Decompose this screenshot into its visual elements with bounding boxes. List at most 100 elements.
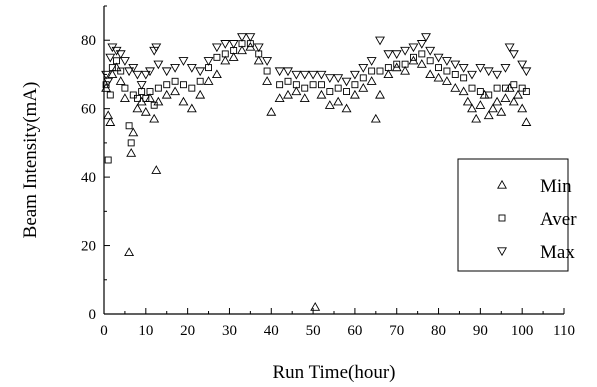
aver-point: [393, 60, 401, 68]
legend-box: [457, 158, 569, 272]
min-point: [517, 103, 528, 113]
aver-point: [351, 81, 359, 89]
max-point: [492, 70, 503, 80]
min-point: [186, 103, 197, 113]
max-point: [186, 63, 197, 73]
aver-point: [359, 74, 367, 82]
min-point: [500, 93, 511, 103]
x-tick-label: 50: [306, 323, 321, 339]
max-point: [195, 67, 206, 77]
aver-point: [284, 77, 292, 85]
min-point: [471, 113, 482, 123]
aver-point: [510, 81, 518, 89]
min-point: [458, 86, 469, 96]
legend: Min Aver Max: [457, 158, 577, 272]
min-point: [341, 103, 352, 113]
min-point: [195, 89, 206, 99]
max-point: [283, 67, 293, 77]
aver-point: [468, 84, 476, 92]
max-point: [220, 40, 231, 49]
aver-point: [154, 84, 162, 92]
x-tick-label: 100: [511, 323, 534, 339]
aver-point: [142, 94, 150, 102]
min-point: [483, 110, 494, 120]
aver-point: [376, 67, 384, 75]
min-point: [441, 76, 452, 85]
aver-point: [213, 53, 221, 61]
min-point: [220, 55, 231, 65]
max-point: [291, 70, 302, 80]
max-point: [375, 36, 385, 46]
max-point: [458, 63, 469, 73]
min-point: [400, 65, 411, 75]
aver-point: [104, 156, 112, 164]
max-point: [151, 43, 162, 53]
min-point: [103, 110, 114, 120]
min-point: [370, 113, 381, 123]
min-point: [425, 69, 436, 79]
min-point: [349, 89, 360, 99]
min-point: [513, 89, 523, 99]
max-point: [119, 57, 130, 66]
min-point: [107, 69, 118, 79]
max-point: [115, 50, 126, 60]
min-point: [433, 72, 444, 82]
aver-point: [221, 50, 229, 58]
max-point: [145, 67, 155, 77]
aver-point: [502, 84, 509, 92]
aver-point: [301, 84, 309, 92]
max-point: [105, 53, 116, 63]
aver-point: [146, 88, 154, 96]
min-point: [211, 69, 222, 79]
max-point: [500, 63, 511, 73]
aver-point: [292, 81, 300, 89]
max-point: [170, 63, 181, 73]
aver-point: [263, 67, 271, 75]
min-point: [487, 103, 498, 113]
max-point: [308, 70, 319, 80]
x-tick-label: 0: [100, 323, 108, 339]
aver-point: [410, 53, 417, 61]
x-tick-label: 10: [138, 323, 153, 339]
min-point: [237, 45, 247, 55]
min-point: [521, 117, 532, 126]
max-point: [416, 40, 427, 49]
aver-point: [384, 64, 392, 72]
max-point: [400, 46, 411, 56]
min-point: [170, 86, 181, 96]
max-point: [450, 60, 461, 70]
y-tick-label: 0: [89, 307, 97, 323]
max-point: [128, 63, 139, 73]
min-point: [145, 93, 155, 103]
min-point: [358, 83, 369, 92]
max-point: [299, 70, 310, 80]
aver-point: [180, 81, 187, 89]
max-point: [433, 53, 444, 63]
min-point: [383, 69, 394, 79]
max-point: [383, 50, 394, 60]
aver-point: [121, 84, 129, 92]
aver-point: [435, 64, 442, 72]
y-tick-label: 40: [81, 170, 96, 186]
aver-point: [318, 81, 325, 89]
max-point: [316, 70, 327, 80]
max-point: [324, 74, 335, 83]
min-point: [178, 96, 189, 106]
y-ticks: 0 20 40 60 80: [81, 5, 110, 323]
min-point: [291, 86, 302, 96]
max-point: [349, 70, 360, 80]
min-point: [124, 247, 135, 257]
max-point: [391, 50, 402, 60]
max-point: [425, 46, 436, 56]
aver-point: [171, 77, 179, 85]
aver-point: [188, 84, 196, 92]
legend-aver-label: Aver: [540, 209, 577, 230]
min-point: [105, 117, 116, 126]
aver-point: [106, 91, 114, 99]
aver-point: [127, 139, 135, 147]
max-point: [333, 74, 344, 83]
y-tick-label: 80: [81, 33, 96, 49]
min-point: [416, 59, 427, 68]
min-point: [262, 76, 273, 85]
